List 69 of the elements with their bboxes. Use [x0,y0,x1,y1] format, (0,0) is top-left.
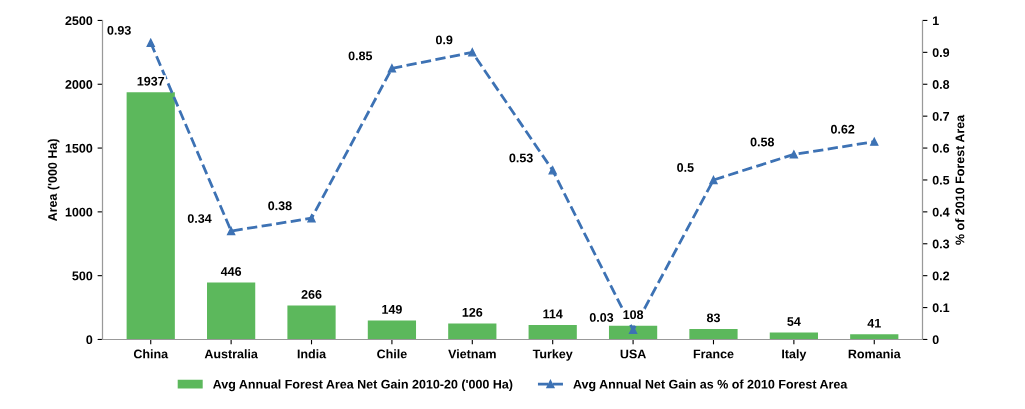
data-label: 0.38 [268,201,292,211]
x-tick-label: Australia [204,349,258,359]
y2-tick-label: 0.1 [932,303,950,313]
y2-tick-label: 0.5 [932,175,950,185]
data-label: 0.5 [677,163,694,172]
x-tick-label: India [297,349,327,359]
y2-tick-label: 0.6 [932,143,950,153]
point [870,137,879,146]
point [387,64,397,73]
bar [207,282,256,340]
y2-axis-title: % of 2010 Forest Area [955,114,965,245]
bar [367,320,417,340]
y2-tick-label: 1 [933,16,939,25]
data-label: 0.03 [589,313,614,322]
point [628,325,638,335]
point [146,38,155,47]
data-label: 266 [301,290,322,299]
data-label: 0.9 [435,35,453,45]
point [548,166,557,175]
bar [126,92,175,340]
bar [287,305,336,340]
data-label: 0.85 [348,51,373,61]
bar [528,324,577,340]
x-tick-label: France [693,349,734,359]
point [709,175,718,185]
data-label: 0.58 [750,137,775,147]
y2-tick-label: 0.8 [932,80,950,89]
data-label: 126 [462,307,483,317]
x-tick-label: China [133,349,169,359]
x-tick-label: Chile [377,349,407,359]
bar [689,328,738,340]
bar [448,323,497,340]
x-tick-label: USA [620,349,646,359]
data-label: 0.62 [830,124,855,134]
x-tick-label: Vietnam [448,349,496,359]
data-label: 83 [706,313,720,323]
y-tick-label: 500 [72,271,93,281]
y2-tick-label: 0 [932,335,939,345]
point [789,150,799,159]
point [307,214,316,223]
y-tick-label: 1500 [65,143,93,153]
y-tick-label: 1000 [65,207,93,217]
data-label: 0.53 [509,153,533,163]
data-label: 149 [382,304,402,314]
data-label: 54 [787,317,801,326]
bar [850,334,899,340]
legend-label: Avg Annual Forest Area Net Gain 2010-20 ('000 Ha) [213,379,513,392]
data-label: 114 [543,309,563,319]
y-tick-label: 2000 [65,80,93,89]
y2-tick-label: 0.9 [932,48,950,57]
point [226,226,236,236]
data-label: 108 [623,310,644,320]
y-axis-title: Area ('000 Ha) [47,139,60,222]
x-tick-label: Romania [848,349,901,359]
legend-label: Avg Annual Net Gain as % of 2010 Forest Area [573,379,848,392]
y2-tick-label: 0.7 [932,111,950,121]
data-label: 0.34 [187,214,212,223]
x-tick-label: Turkey [532,349,573,361]
y2-tick-label: 0.3 [932,239,950,249]
y-tick-label: 2500 [65,16,93,26]
y-tick-label: 0 [86,335,93,345]
point [468,48,477,57]
data-label: 0.93 [107,25,131,35]
y2-tick-label: 0.4 [932,207,950,217]
x-tick-label: Italy [782,349,807,361]
data-label: 1937 [137,76,165,86]
data-label: 446 [220,267,242,276]
data-label: 41 [867,318,881,328]
y2-tick-label: 0.2 [932,271,950,281]
